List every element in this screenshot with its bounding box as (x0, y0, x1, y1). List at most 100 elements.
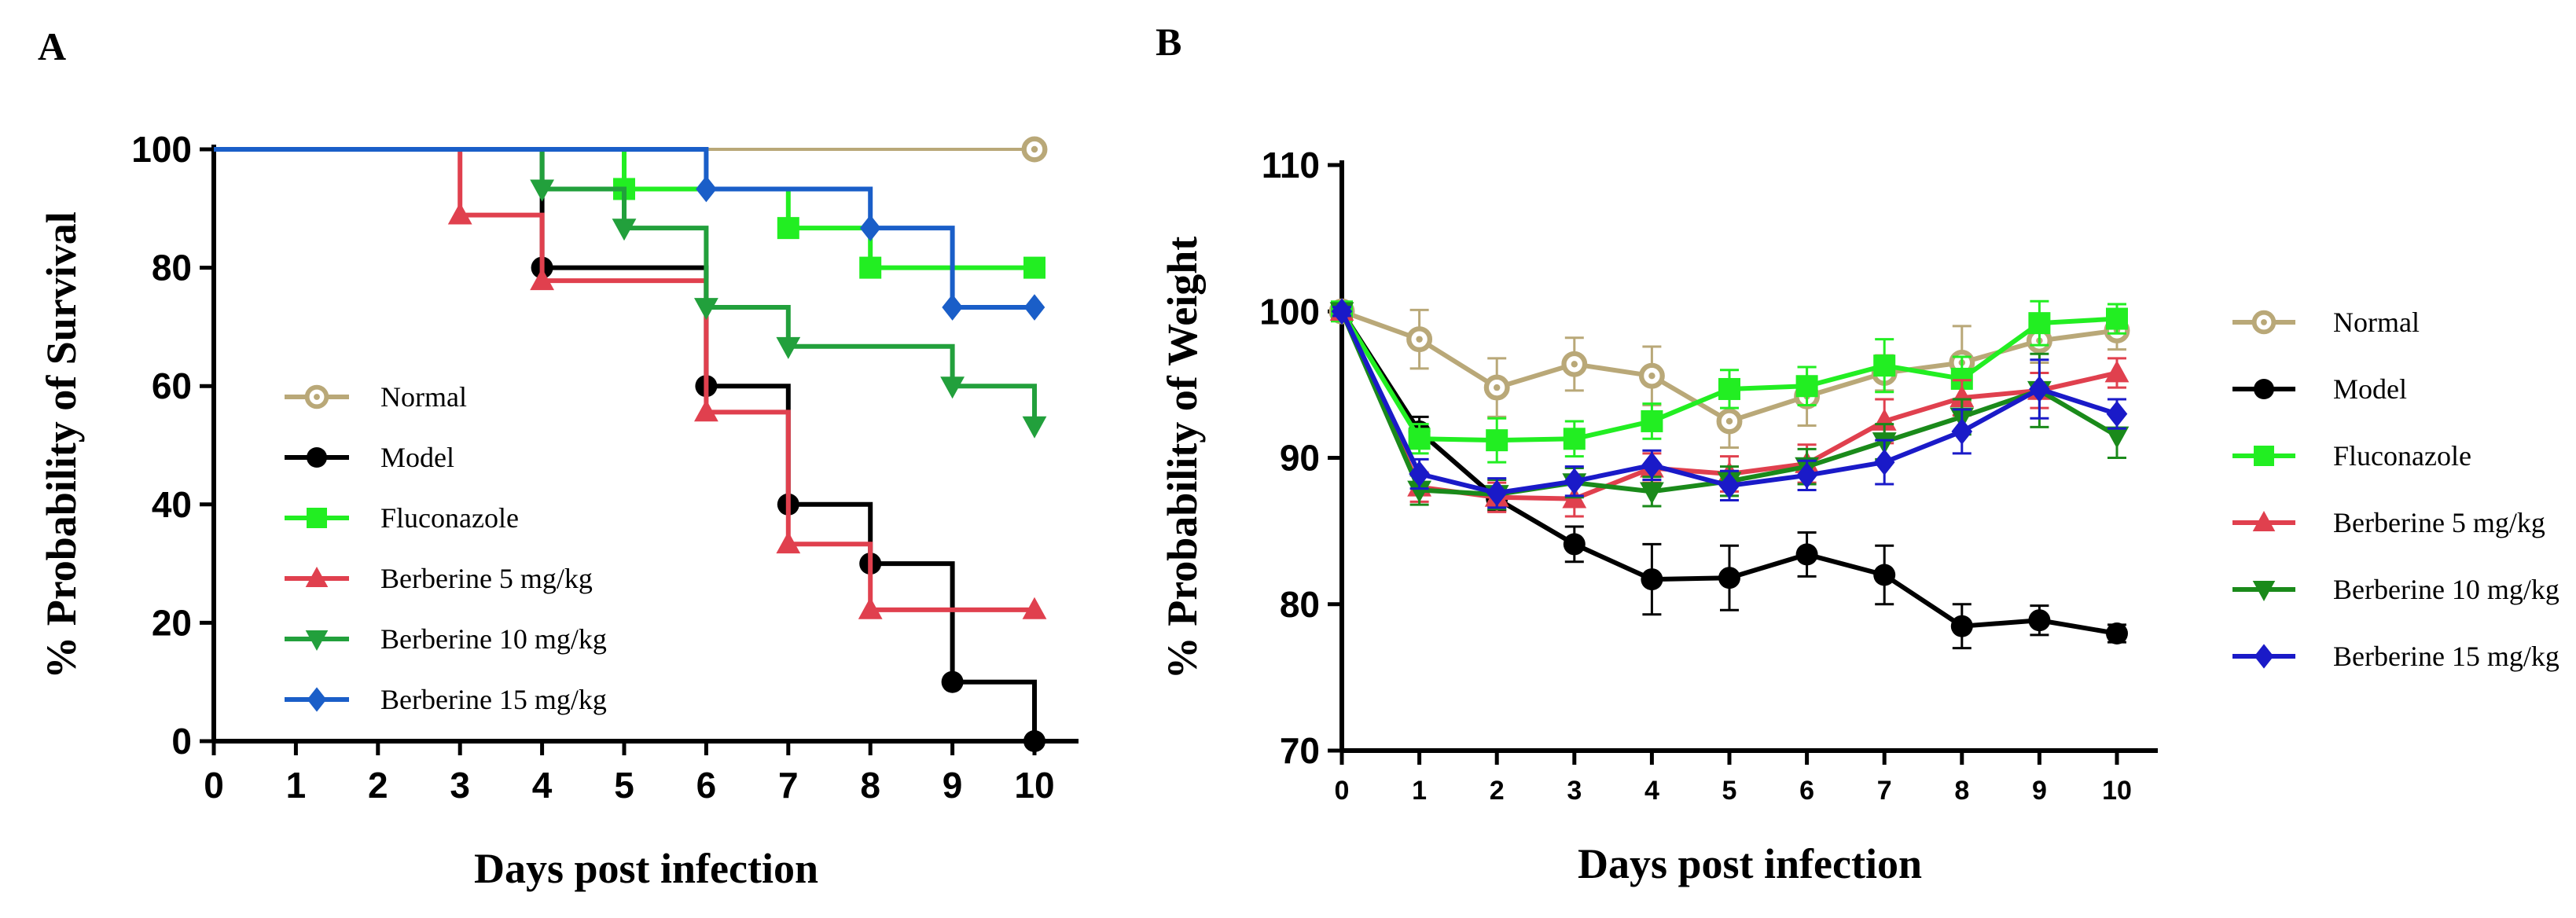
weight-marker (2028, 312, 2051, 335)
survival-y-tick-label: 20 (152, 602, 192, 643)
weight-x-tick-label: 1 (1412, 776, 1427, 806)
legend-marker (305, 630, 329, 651)
weight-marker (1407, 480, 1431, 503)
legend-label: Normal (380, 381, 467, 413)
survival-chart: 0 20 40 60 80 100 0 1 2 3 4 5 6 7 8 9 10 Days post infect… (38, 129, 1079, 892)
survival-marker (776, 531, 801, 554)
survival-legend-berberine-15-mg-kg: Berberine 15 mg/kg (285, 684, 607, 715)
survival-marker (1022, 416, 1047, 439)
survival-marker (530, 268, 554, 291)
legend-label: Berberine 10 mg/kg (2333, 574, 2559, 605)
weight-legend-berberine-5-mg-kg: Berberine 5 mg/kg (2232, 507, 2545, 538)
weight-marker (1563, 428, 1586, 450)
survival-marker (940, 376, 965, 399)
weight-marker (1408, 428, 1431, 450)
weight-marker (1409, 461, 1430, 487)
survival-y-tick-label: 40 (152, 484, 192, 525)
weight-marker (1483, 374, 1510, 401)
weight-marker (2106, 307, 2128, 330)
survival-x-tick-label: 3 (450, 765, 470, 806)
legend-marker (2252, 580, 2276, 601)
weight-marker (1641, 452, 1663, 479)
survival-marker (859, 215, 881, 241)
weight-marker (2104, 360, 2130, 383)
weight-x-tick-label: 9 (2032, 776, 2047, 806)
weight-marker (2028, 609, 2051, 632)
survival-legend-berberine-5-mg-kg: Berberine 5 mg/kg (285, 563, 593, 594)
survival-legend-normal: Normal (285, 381, 467, 413)
survival-x-tick-label: 0 (204, 765, 224, 806)
weight-marker (1873, 564, 1896, 586)
weight-x-tick-label: 8 (1954, 776, 1969, 806)
survival-marker (942, 294, 963, 321)
legend-marker (307, 447, 327, 468)
legend-label: Fluconazole (380, 502, 519, 534)
survival-legend-model: Model (285, 442, 454, 473)
weight-marker (1795, 375, 1818, 398)
weight-marker (1716, 408, 1743, 435)
weight-y-tick-label: 70 (1280, 730, 1320, 771)
legend-label: Berberine 15 mg/kg (2333, 641, 2559, 672)
weight-series-berberine-15-mg-kg (1331, 298, 2128, 509)
weight-y-tick-label: 90 (1280, 438, 1320, 479)
weight-y-tick-label: 100 (1259, 291, 1320, 332)
survival-marker (1021, 136, 1048, 163)
survival-x-tick-label: 2 (368, 765, 388, 806)
weight-marker (1873, 354, 1896, 377)
survival-x-tick-label: 9 (943, 765, 963, 806)
weight-x-tick-label: 6 (1799, 776, 1814, 806)
weight-legend-normal: Normal (2232, 307, 2420, 338)
weight-marker (1796, 462, 1817, 489)
weight-y-tick-label: 110 (1262, 145, 1320, 185)
survival-y-axis-title: % Probability of Survival (38, 211, 85, 679)
survival-series-berberine-15-mg-kg (214, 147, 1045, 321)
survival-y-tick-label: 0 (171, 721, 192, 762)
survival-y-tick-label: 80 (152, 248, 192, 288)
survival-legend-fluconazole: Fluconazole (285, 502, 519, 534)
survival-x-tick-label: 5 (614, 765, 634, 806)
survival-y-tick-label: 100 (131, 129, 192, 170)
weight-marker (1951, 418, 1973, 445)
weight-x-tick-label: 5 (1722, 776, 1737, 806)
weight-x-axis-title: Days post infection (1578, 840, 1922, 887)
survival-marker (1023, 256, 1045, 279)
legend-label: Berberine 10 mg/kg (380, 623, 607, 655)
weight-marker (1561, 351, 1588, 377)
weight-marker (1640, 482, 1664, 505)
legend-marker (2251, 310, 2277, 335)
weight-marker (2106, 400, 2128, 428)
weight-marker (2029, 376, 2050, 402)
survival-marker (941, 670, 964, 693)
legend-marker (2254, 644, 2274, 669)
weight-marker (1718, 567, 1740, 589)
weight-marker (1564, 468, 1586, 495)
survival-marker (1022, 597, 1047, 619)
weight-marker (1795, 543, 1818, 566)
weight-marker (1486, 429, 1508, 452)
weight-x-tick-label: 0 (1335, 776, 1350, 806)
legend-marker (304, 384, 329, 409)
weight-legend-berberine-15-mg-kg: Berberine 15 mg/kg (2232, 641, 2559, 672)
survival-x-axis-title: Days post infection (474, 845, 818, 892)
legend-label: Fluconazole (2333, 440, 2471, 472)
legend-marker (307, 508, 327, 528)
weight-y-tick-label: 80 (1280, 584, 1320, 625)
legend-marker (2252, 511, 2276, 532)
weight-chart: 70 80 90 100 110 0 1 2 3 4 5 6 7 8 9 10 Days post infect… (1159, 145, 2559, 887)
legend-marker (2254, 446, 2274, 466)
survival-marker (447, 202, 472, 225)
weight-marker (1638, 362, 1665, 389)
weight-legend-berberine-10-mg-kg: Berberine 10 mg/kg (2232, 574, 2559, 605)
weight-x-tick-label: 10 (2102, 776, 2132, 806)
survival-marker (694, 399, 718, 422)
survival-series-berberine-5-mg-kg (214, 147, 1047, 619)
survival-x-tick-label: 4 (532, 765, 553, 806)
weight-x-tick-label: 7 (1877, 776, 1892, 806)
legend-label: Normal (2333, 307, 2420, 338)
weight-marker (1641, 568, 1663, 591)
weight-marker (1718, 472, 1740, 499)
survival-marker (612, 218, 637, 241)
weight-marker (1563, 533, 1586, 556)
weight-marker (1331, 298, 1353, 325)
